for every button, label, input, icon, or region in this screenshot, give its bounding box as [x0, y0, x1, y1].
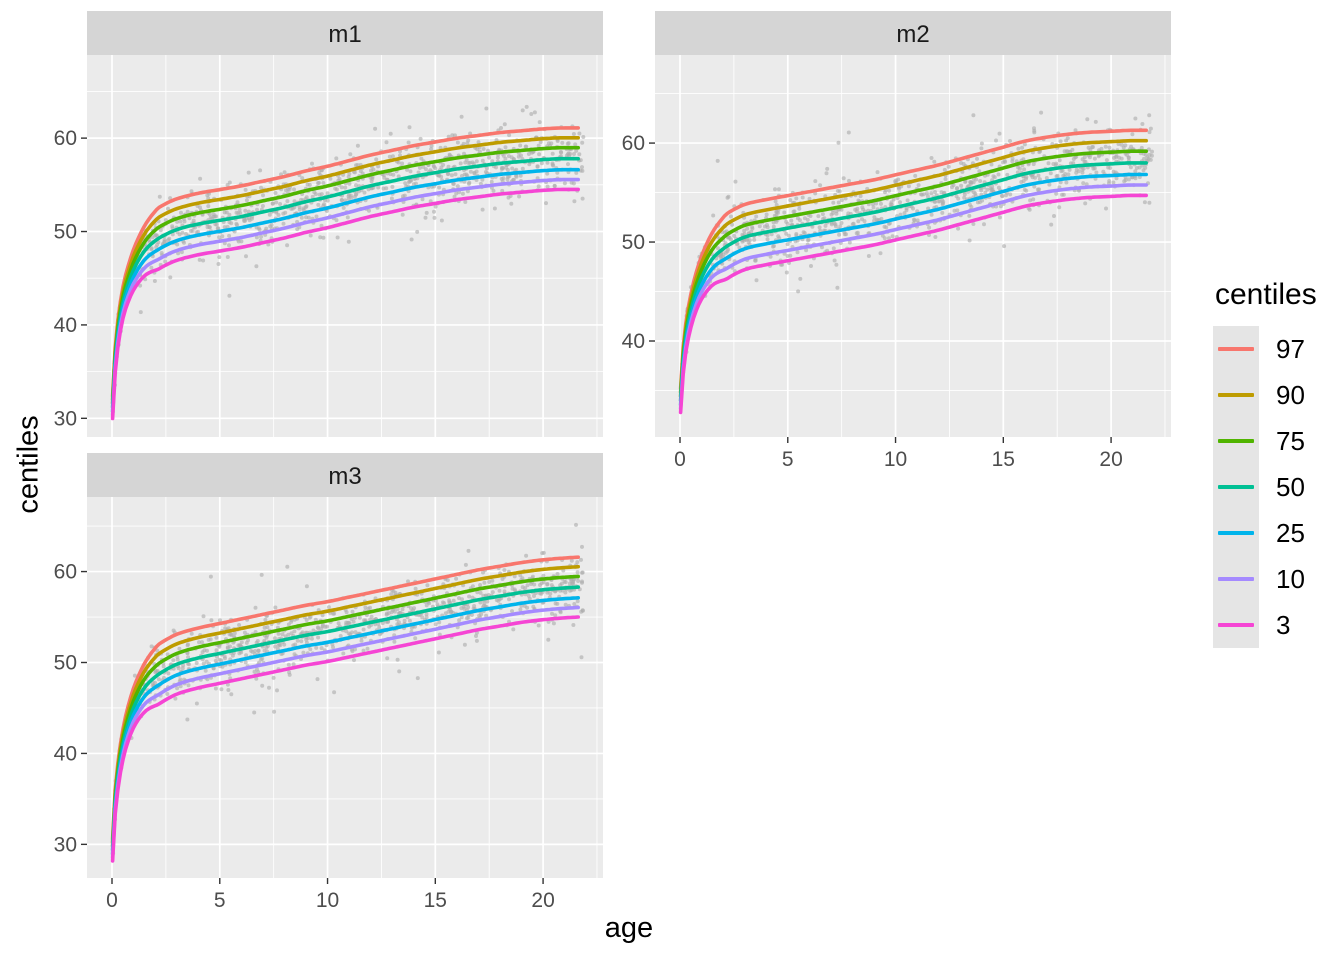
axes-m3: 30 40 50 60 0 5 10 15 20 — [54, 561, 555, 912]
centile-curve-97-m3 — [110, 555, 580, 841]
y-tick-label: 50 — [54, 221, 77, 244]
legend-key-50 — [1213, 464, 1259, 510]
y-axis-title: centiles — [12, 415, 45, 514]
y-tick-label: 30 — [54, 833, 77, 856]
y-tick-label: 40 — [54, 742, 77, 765]
legend-item-75: 75 — [1213, 418, 1341, 464]
facet-strip-label-m1: m1 — [328, 21, 361, 48]
centile-curve-25-m3 — [110, 596, 580, 856]
legend-item-10: 10 — [1213, 556, 1341, 602]
facet-m2: m2 40 50 60 0 5 10 15 20 — [622, 11, 1171, 471]
centile-curve-50-m3 — [110, 585, 580, 852]
centile-curve-10-m2 — [678, 183, 1148, 411]
legend-item-90: 90 — [1213, 372, 1341, 418]
centile-curve-97-m2 — [678, 128, 1148, 391]
legend-key-10 — [1213, 556, 1259, 602]
x-tick-label: 10 — [316, 889, 339, 912]
facet-m3: m3 30 40 50 60 0 5 10 15 20 — [54, 453, 603, 912]
x-tick-label: 0 — [106, 889, 118, 912]
centile-curve-3-m3 — [110, 615, 580, 863]
facet-strip-m1 — [87, 11, 603, 55]
centile-curve-10-m3 — [110, 605, 580, 860]
legend-key-75 — [1213, 418, 1259, 464]
facet-m1: m1 30 40 50 60 — [54, 11, 603, 437]
panel-background — [655, 55, 1171, 437]
y-tick-label: 50 — [622, 231, 645, 254]
legend-label: 50 — [1276, 471, 1305, 502]
centile-curve-90-m2 — [678, 138, 1148, 394]
x-tick-label: 20 — [531, 889, 554, 912]
legend-label: 10 — [1276, 563, 1305, 594]
x-tick-label: 15 — [992, 448, 1015, 471]
x-tick-label: 10 — [884, 448, 907, 471]
y-tick-label: 30 — [54, 407, 77, 430]
x-tick-label: 5 — [782, 448, 794, 471]
centile-curve-75-m2 — [678, 149, 1148, 398]
panel-background — [87, 55, 603, 437]
centile-curve-97-m1 — [110, 126, 580, 398]
grid-major — [87, 497, 603, 878]
grid-major — [87, 55, 603, 437]
legend-items: 97 90 75 50 25 10 3 — [1213, 326, 1341, 648]
legend-swatch-icon — [1218, 347, 1254, 351]
facet-strip-m2 — [655, 11, 1171, 55]
x-tick-label: 20 — [1099, 448, 1122, 471]
centile-curve-3-m2 — [678, 193, 1148, 415]
legend-swatch-icon — [1218, 393, 1254, 397]
y-tick-label: 60 — [54, 127, 77, 150]
legend-swatch-icon — [1218, 623, 1254, 627]
centile-curve-25-m1 — [110, 167, 580, 413]
legend-label: 25 — [1276, 517, 1305, 548]
centile-curve-75-m3 — [110, 574, 580, 848]
legend-item-50: 50 — [1213, 464, 1341, 510]
legend-item-97: 97 — [1213, 326, 1341, 372]
facet-strip-label-m3: m3 — [328, 463, 361, 490]
legend-label: 90 — [1276, 379, 1305, 410]
legend-label: 97 — [1276, 333, 1305, 364]
centile-curve-90-m1 — [110, 136, 580, 402]
legend: centiles 97 90 75 50 25 10 3 — [1213, 278, 1341, 648]
centile-curve-50-m2 — [678, 161, 1148, 403]
legend-label: 75 — [1276, 425, 1305, 456]
y-tick-label: 40 — [54, 314, 77, 337]
legend-swatch-icon — [1218, 577, 1254, 581]
legend-label: 3 — [1276, 609, 1291, 640]
legend-item-3: 3 — [1213, 602, 1341, 648]
x-tick-label: 5 — [214, 889, 226, 912]
centile-curve-10-m1 — [110, 177, 580, 417]
legend-swatch-icon — [1218, 439, 1254, 443]
legend-swatch-icon — [1218, 531, 1254, 535]
x-axis-title: age — [604, 912, 654, 944]
legend-title: centiles — [1215, 278, 1317, 311]
x-tick-label: 0 — [674, 448, 686, 471]
centile-curve-90-m3 — [110, 564, 580, 845]
y-tick-label: 50 — [54, 651, 77, 674]
legend-key-90 — [1213, 372, 1259, 418]
legend-swatch-icon — [1218, 485, 1254, 489]
panel-plot-area — [87, 497, 603, 878]
centile-curve-25-m2 — [678, 172, 1148, 407]
axes-m2: 40 50 60 0 5 10 15 20 — [622, 132, 1123, 471]
axes-m1: 30 40 50 60 — [54, 127, 87, 430]
centile-curve-3-m1 — [110, 187, 580, 421]
centile-curve-75-m1 — [110, 145, 580, 405]
panel-plot-area — [87, 55, 603, 437]
panel-plot-area — [655, 55, 1171, 437]
y-tick-label: 40 — [622, 330, 645, 353]
y-tick-label: 60 — [622, 132, 645, 155]
legend-key-97 — [1213, 326, 1259, 372]
facet-strip-label-m2: m2 — [896, 21, 929, 48]
legend-item-25: 25 — [1213, 510, 1341, 556]
facet-strip-m3 — [87, 453, 603, 497]
x-tick-label: 15 — [424, 889, 447, 912]
legend-key-25 — [1213, 510, 1259, 556]
y-tick-label: 60 — [54, 561, 77, 584]
centile-curve-50-m1 — [110, 156, 580, 409]
legend-key-3 — [1213, 602, 1259, 648]
